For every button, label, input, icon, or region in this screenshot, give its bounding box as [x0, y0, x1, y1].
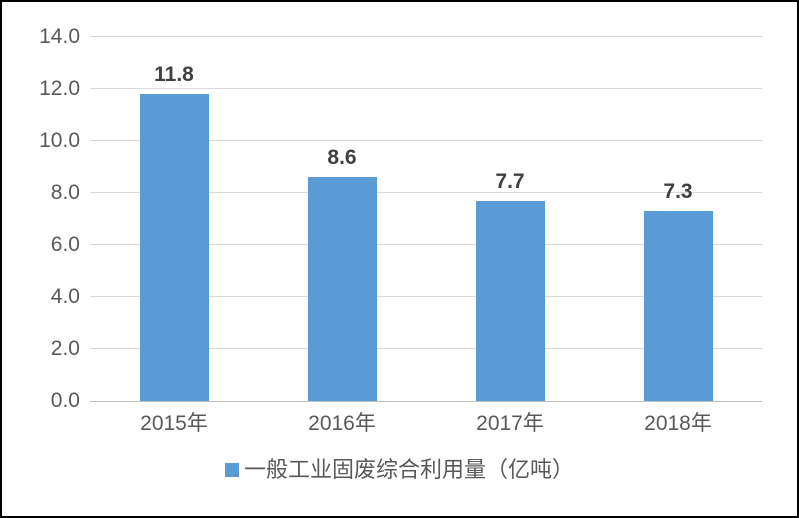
- bar: [140, 94, 209, 401]
- y-tick-label: 2.0: [50, 337, 80, 360]
- gridline: [90, 244, 762, 245]
- bar: [476, 201, 545, 401]
- gridline: [90, 140, 762, 141]
- x-tick-label: 2017年: [476, 412, 544, 435]
- gridline: [90, 192, 762, 193]
- bar: [644, 211, 713, 401]
- y-tick-label: 12.0: [39, 77, 80, 100]
- x-axis-line: [90, 401, 762, 402]
- legend: 一般工业固废综合利用量（亿吨）: [2, 457, 797, 483]
- bar-value-label: 8.6: [327, 146, 357, 169]
- gridline: [90, 36, 762, 37]
- gridline: [90, 88, 762, 89]
- bar-value-label: 7.3: [663, 180, 693, 203]
- y-axis: 0.0 2.0 4.0 6.0 8.0 10.0 12.0 14.0: [2, 2, 80, 516]
- legend-label: 一般工业固废综合利用量（亿吨）: [243, 457, 574, 482]
- bar-value-label: 7.7: [495, 170, 525, 193]
- x-axis: 2015年 2016年 2017年 2018年: [90, 411, 762, 439]
- y-tick-label: 4.0: [50, 285, 80, 308]
- bar: [308, 177, 377, 401]
- y-tick-label: 6.0: [50, 233, 80, 256]
- y-tick-label: 10.0: [39, 129, 80, 152]
- gridline: [90, 296, 762, 297]
- y-tick-label: 8.0: [50, 181, 80, 204]
- x-tick-label: 2018年: [644, 412, 712, 435]
- x-tick-label: 2015年: [140, 412, 208, 435]
- x-tick-label: 2016年: [308, 412, 376, 435]
- plot-area: 11.8 8.6 7.7 7.3: [90, 36, 762, 402]
- legend-square-icon: [224, 463, 239, 477]
- y-tick-label: 0.0: [50, 389, 80, 412]
- bar-value-label: 11.8: [154, 63, 194, 86]
- y-tick-label: 14.0: [39, 25, 80, 48]
- gridline: [90, 348, 762, 349]
